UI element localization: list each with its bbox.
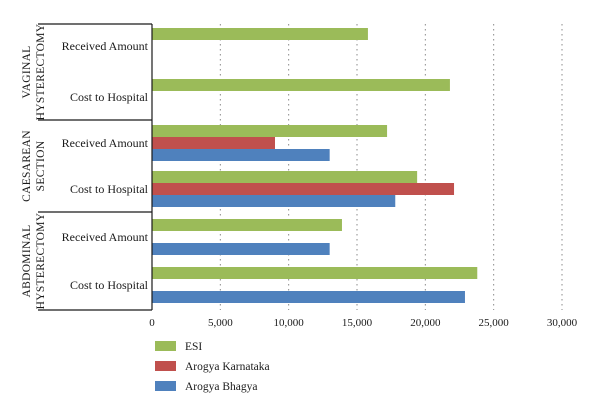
category-label: Received Amount bbox=[62, 39, 149, 53]
x-tick-label: 20,000 bbox=[410, 317, 441, 329]
category-labels: Received Amount Cost to Hospital Received … bbox=[62, 39, 149, 292]
x-tick-label: 10,000 bbox=[274, 317, 305, 329]
bar bbox=[152, 125, 388, 137]
bar bbox=[152, 171, 418, 183]
bar bbox=[152, 79, 450, 91]
bar bbox=[152, 183, 455, 195]
category-label: Cost to Hospital bbox=[70, 182, 149, 196]
group-label: ABDOMINAL bbox=[21, 225, 33, 298]
bar bbox=[152, 28, 368, 40]
x-tick-labels: 0 5,000 10,000 15,000 20,000 25,000 30,000 bbox=[149, 317, 577, 329]
group-label: VAGINAL bbox=[21, 46, 33, 99]
legend-swatch bbox=[155, 361, 176, 371]
x-tick-label: 5,000 bbox=[208, 317, 233, 329]
axes bbox=[38, 23, 153, 311]
bar bbox=[152, 267, 478, 279]
group-label: CAESAREAN bbox=[21, 130, 33, 202]
bars bbox=[152, 28, 478, 303]
x-tick-label: 30,000 bbox=[547, 317, 578, 329]
bar bbox=[152, 219, 342, 231]
legend-label: ESI bbox=[185, 341, 202, 353]
category-label: Received Amount bbox=[62, 230, 149, 244]
x-tick-label: 25,000 bbox=[479, 317, 510, 329]
legend-label: Arogya Karnataka bbox=[185, 361, 270, 373]
category-label: Received Amount bbox=[62, 136, 149, 150]
bar bbox=[152, 291, 465, 303]
category-label: Cost to Hospital bbox=[70, 90, 149, 104]
legend-label: Arogya Bhagya bbox=[185, 381, 258, 393]
x-tick-label: 15,000 bbox=[342, 317, 373, 329]
bar bbox=[152, 137, 275, 149]
group-label: SECTION bbox=[35, 140, 47, 191]
legend-swatch bbox=[155, 381, 176, 391]
x-tick-label: 0 bbox=[149, 317, 155, 329]
bar bbox=[152, 149, 330, 161]
legend-swatch bbox=[155, 341, 176, 351]
bar bbox=[152, 195, 396, 207]
group-label: HYSTERECTOMY bbox=[35, 23, 47, 120]
category-label: Cost to Hospital bbox=[70, 278, 149, 292]
bar bbox=[152, 243, 330, 255]
group-label: HYSTERECTOMY bbox=[35, 212, 47, 309]
legend: ESI Arogya Karnataka Arogya Bhagya bbox=[155, 341, 270, 393]
